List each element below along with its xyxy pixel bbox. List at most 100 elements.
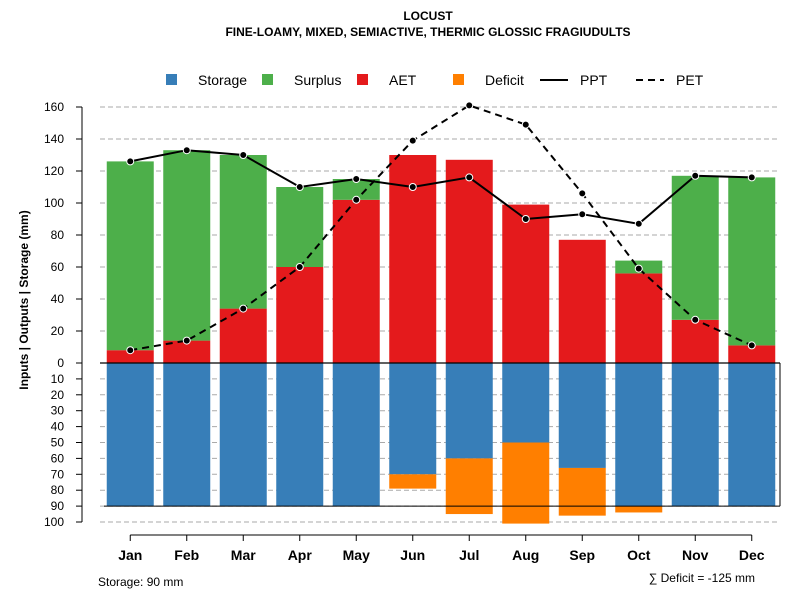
legend-swatch-aet: [357, 74, 368, 85]
bar-aet-aug: [502, 204, 550, 363]
y-tick-label-lower: 70: [51, 467, 65, 481]
bar-aet-jan: [106, 350, 154, 363]
storage-note: Storage: 90 mm: [98, 575, 183, 589]
ppt-point-may: [352, 175, 361, 183]
pet-point-jul: [465, 101, 474, 110]
ppt-point-feb: [182, 146, 191, 155]
ppt-point-jun: [408, 183, 417, 191]
bar-storage-feb: [163, 363, 211, 507]
bar-aet-mar: [219, 308, 267, 363]
ppt-point-mar: [239, 151, 248, 159]
bar-storage-jun: [389, 363, 437, 475]
bar-surplus-feb: [163, 150, 211, 341]
bar-storage-apr: [276, 363, 324, 507]
legend-swatch-deficit: [453, 74, 464, 85]
y-tick-label-upper: 40: [51, 292, 65, 306]
y-tick-label-lower: 40: [51, 420, 65, 434]
y-tick-label-upper: 20: [51, 324, 65, 338]
pet-line: [130, 104, 753, 352]
series-lines: [126, 101, 756, 355]
y-tick-label-lower: 10: [51, 372, 65, 386]
pet-point-jan: [126, 346, 135, 355]
legend: Storage Surplus AET Deficit PPT PET: [166, 72, 704, 88]
chart-subtitle: FINE-LOAMY, MIXED, SEMIACTIVE, THERMIC G…: [225, 25, 630, 39]
ppt-point-apr: [295, 183, 304, 191]
ppt-point-aug: [521, 215, 530, 223]
legend-swatch-surplus: [262, 74, 273, 85]
x-tick-label-dec: Dec: [739, 547, 765, 563]
bar-deficit-sep: [558, 467, 606, 516]
legend-label-ppt: PPT: [580, 72, 608, 88]
bar-storage-jan: [106, 363, 154, 507]
bar-aet-jul: [445, 159, 493, 363]
bar-surplus-nov: [671, 175, 719, 320]
legend-label-pet: PET: [676, 72, 704, 88]
legend-label-aet: AET: [389, 72, 417, 88]
x-tick-label-aug: Aug: [512, 547, 539, 563]
bar-storage-sep: [558, 363, 606, 468]
bar-surplus-apr: [276, 187, 324, 267]
ppt-point-dec: [747, 173, 756, 182]
bar-surplus-mar: [219, 155, 267, 309]
y-tick-label-lower: 20: [51, 388, 65, 402]
y-tick-label-lower: 50: [51, 436, 65, 450]
bar-storage-oct: [615, 363, 663, 507]
y-tick-label-lower: 30: [51, 404, 65, 418]
y-tick-label-lower: 60: [51, 451, 65, 465]
bar-deficit-oct: [615, 506, 663, 513]
y-tick-label-lower: 90: [51, 499, 65, 513]
legend-label-surplus: Surplus: [294, 72, 341, 88]
bar-surplus-jan: [106, 161, 154, 351]
ppt-point-nov: [691, 171, 700, 180]
legend-label-storage: Storage: [198, 72, 247, 88]
pet-point-aug: [521, 120, 530, 129]
bars: [100, 150, 781, 524]
ppt-point-jul: [465, 173, 474, 182]
bar-surplus-dec: [728, 177, 776, 346]
y-tick-label-lower: 100: [44, 515, 64, 529]
pet-point-dec: [747, 341, 756, 350]
bar-surplus-may: [332, 179, 380, 200]
pet-point-apr: [295, 263, 304, 271]
y-tick-label-upper: 100: [44, 196, 64, 210]
legend-swatch-storage: [166, 74, 177, 85]
bar-aet-may: [332, 199, 380, 363]
bar-storage-aug: [502, 363, 550, 443]
pet-point-nov: [691, 315, 700, 324]
x-tick-label-apr: Apr: [288, 547, 313, 563]
bar-aet-apr: [276, 267, 324, 363]
ppt-point-oct: [634, 219, 643, 228]
bar-storage-mar: [219, 363, 267, 507]
bar-aet-oct: [615, 273, 663, 363]
bar-aet-feb: [163, 340, 211, 363]
pet-point-oct: [634, 264, 643, 273]
y-tick-label-upper: 140: [44, 132, 64, 146]
pet-point-sep: [578, 189, 587, 198]
bar-storage-nov: [671, 363, 719, 507]
y-axis-label: Inputs | Outputs | Storage (mm): [17, 210, 31, 389]
y-tick-label-lower: 80: [51, 483, 65, 497]
bar-aet-dec: [728, 345, 776, 363]
bar-deficit-jun: [389, 474, 437, 489]
x-tick-label-nov: Nov: [682, 547, 709, 563]
bar-deficit-aug: [502, 442, 550, 524]
y-tick-label-upper: 80: [51, 228, 65, 242]
x-tick-label-may: May: [343, 547, 370, 563]
y-tick-label-upper: 0: [57, 356, 64, 370]
x-tick-label-jun: Jun: [400, 547, 425, 563]
legend-label-deficit: Deficit: [485, 72, 524, 88]
y-tick-label-upper: 160: [44, 100, 64, 114]
x-tick-label-jan: Jan: [118, 547, 142, 563]
x-tick-label-feb: Feb: [174, 547, 199, 563]
bar-aet-sep: [558, 239, 606, 363]
x-tick-label-mar: Mar: [231, 547, 256, 563]
chart-title: LOCUST: [403, 9, 453, 23]
pet-point-mar: [239, 304, 248, 313]
pet-point-jun: [408, 136, 417, 145]
y-tick-label-upper: 120: [44, 164, 64, 178]
bar-aet-nov: [671, 319, 719, 363]
deficit-note: ∑ Deficit = -125 mm: [649, 571, 755, 585]
ppt-point-sep: [578, 210, 587, 219]
bar-storage-jul: [445, 363, 493, 459]
